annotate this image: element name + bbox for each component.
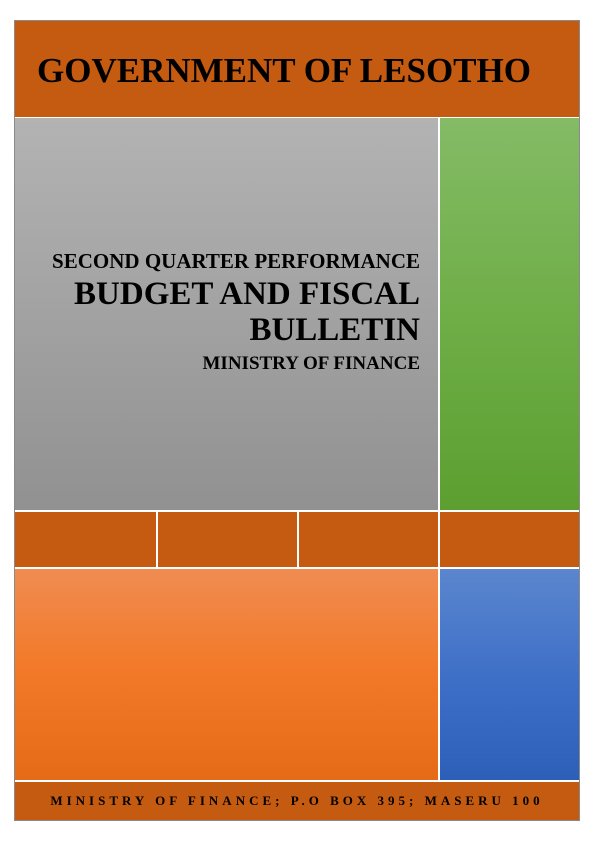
green-accent-panel xyxy=(440,118,579,510)
header-band: GOVERNMENT OF LESOTHO xyxy=(15,21,579,117)
footer-address: MINISTRY OF FINANCE; P.O BOX 395; MASERU… xyxy=(50,793,544,808)
title-panel: SECOND QUARTER PERFORMANCE BUDGET AND FI… xyxy=(15,118,438,510)
report-title-line2: BULLETIN xyxy=(249,312,420,348)
footer-band: MINISTRY OF FINANCE; P.O BOX 395; MASERU… xyxy=(15,782,579,820)
government-title: GOVERNMENT OF LESOTHO xyxy=(37,51,531,90)
title-block: SECOND QUARTER PERFORMANCE BUDGET AND FI… xyxy=(20,248,420,376)
strip-cell-4 xyxy=(440,512,579,567)
strip-cell-2 xyxy=(158,512,297,567)
report-subtitle: SECOND QUARTER PERFORMANCE xyxy=(52,249,420,273)
report-title-line1: BUDGET AND FISCAL xyxy=(74,276,420,312)
ministry-name: MINISTRY OF FINANCE xyxy=(202,353,421,374)
strip-cell-3 xyxy=(299,512,438,567)
orange-accent-panel xyxy=(15,569,438,780)
blue-accent-panel xyxy=(440,569,579,780)
strip-cell-1 xyxy=(15,512,156,567)
